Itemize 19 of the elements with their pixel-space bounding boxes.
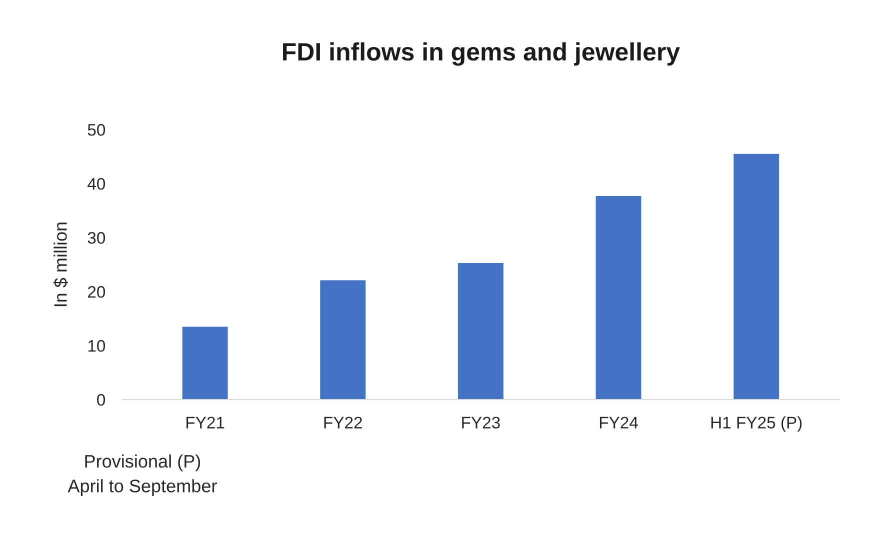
y-tick-label: 10 xyxy=(88,340,106,352)
y-tick-label: 0 xyxy=(97,394,106,406)
x-tick-label: FY21 xyxy=(186,416,224,428)
x-tick-label: H1 FY25 (P) xyxy=(711,416,802,432)
y-tick-label: 40 xyxy=(88,178,106,190)
chart-title: FDI inflows in gems and jewellery xyxy=(283,42,680,66)
x-tick-label: FY24 xyxy=(600,416,638,428)
x-tick-label: FY23 xyxy=(462,416,500,429)
bar xyxy=(734,154,780,400)
bar xyxy=(596,196,642,400)
bar xyxy=(182,326,228,400)
bar xyxy=(458,262,504,400)
x-tick-label: FY22 xyxy=(324,416,362,428)
y-axis-title: In $ million xyxy=(53,222,68,306)
y-tick-label: 20 xyxy=(88,286,106,298)
y-tick-label: 30 xyxy=(88,232,106,244)
bar xyxy=(320,280,366,400)
text: Provisional (P) April to September xyxy=(68,454,217,496)
y-tick-label: 50 xyxy=(88,124,106,136)
